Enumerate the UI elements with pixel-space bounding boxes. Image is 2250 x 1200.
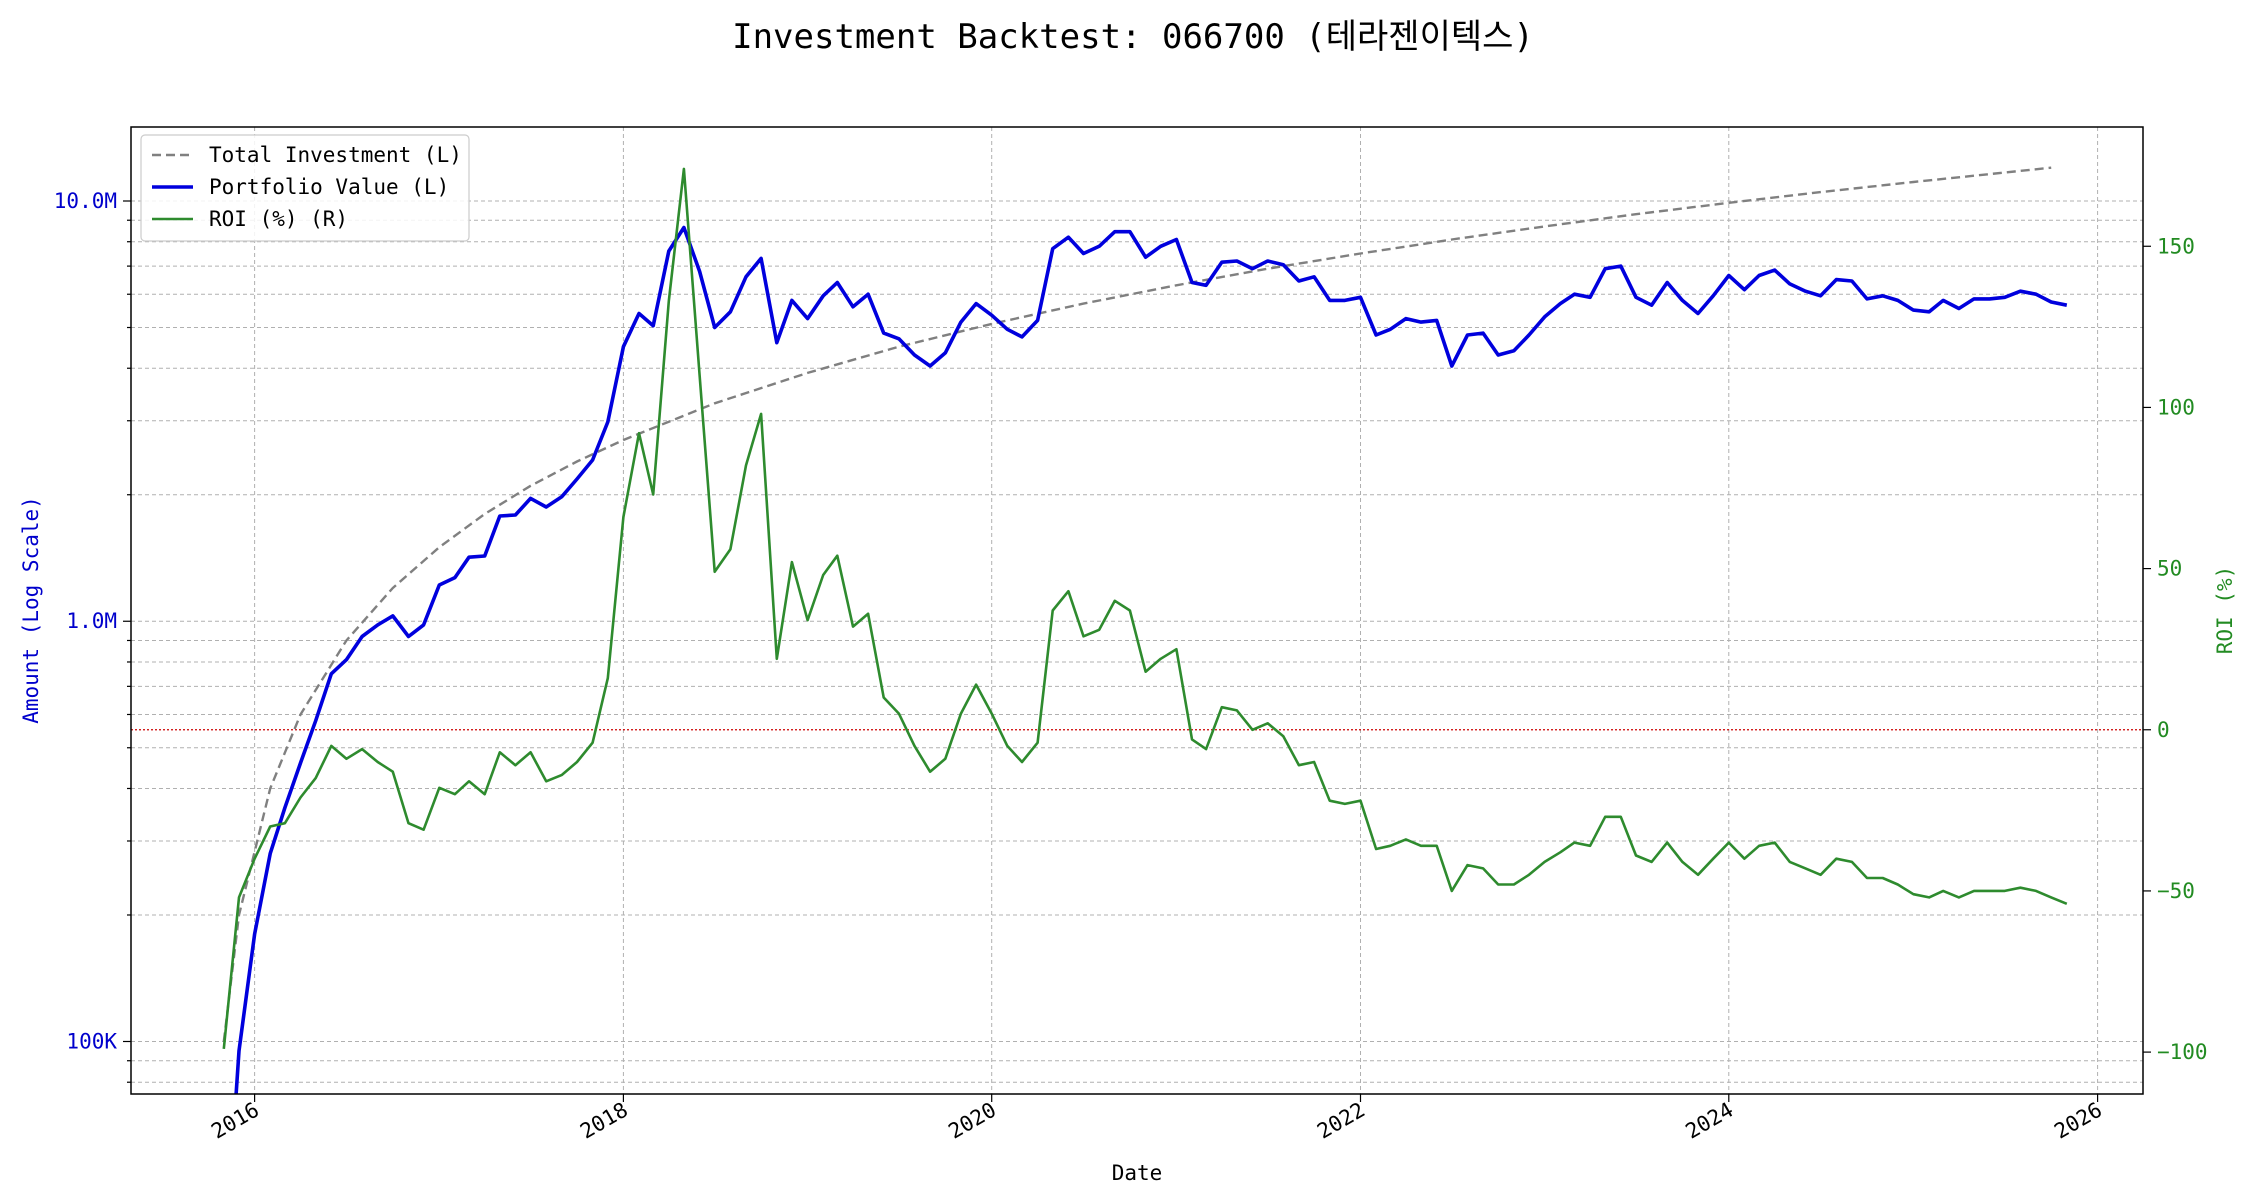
legend-label: Total Investment (L) bbox=[209, 143, 462, 167]
series-line-portfolio-value bbox=[234, 225, 2068, 1094]
x-axis: 2016 2018 2020 2022 2024 2026 bbox=[207, 1094, 2106, 1144]
x-axis-tick-label: 2022 bbox=[1313, 1098, 1369, 1144]
series-layer bbox=[222, 166, 2068, 1094]
right-axis-tick-label: 150 bbox=[2157, 234, 2195, 258]
x-axis-tick-label: 2018 bbox=[576, 1098, 632, 1144]
legend-box bbox=[140, 134, 470, 242]
right-axis-tick-label: 0 bbox=[2157, 718, 2170, 742]
left-axis-tick-label: 100K bbox=[66, 1029, 117, 1053]
left-axis-tick-label: 1.0M bbox=[66, 609, 117, 633]
plot-frame bbox=[130, 126, 2144, 1095]
x-axis-tick-label: 2020 bbox=[944, 1098, 1000, 1144]
grid-layer bbox=[131, 127, 2143, 1094]
right-axis-tick-label: 100 bbox=[2157, 395, 2195, 419]
x-axis-label: Date bbox=[1112, 1161, 1163, 1185]
x-axis-tick-label: 2016 bbox=[207, 1098, 263, 1144]
x-axis-tick-label: 2024 bbox=[1681, 1098, 1737, 1144]
series-line-roi bbox=[222, 167, 2068, 1050]
legend: Total Investment (L) Portfolio Value (L) R… bbox=[140, 134, 470, 242]
left-axis-tick-label: 10.0M bbox=[54, 189, 117, 213]
right-axis-tick-label: −50 bbox=[2157, 879, 2195, 903]
x-axis-tick-label: 2026 bbox=[2050, 1098, 2106, 1144]
right-axis: −100 −50 0 50 100 150 bbox=[2143, 234, 2208, 1064]
legend-label: ROI (%) (R) bbox=[209, 207, 348, 231]
right-axis-tick-label: −100 bbox=[2157, 1040, 2208, 1064]
left-axis-label: Amount (Log Scale) bbox=[19, 496, 43, 724]
legend-label: Portfolio Value (L) bbox=[209, 175, 449, 199]
right-axis-tick-label: 50 bbox=[2157, 557, 2182, 581]
series-line-total-investment bbox=[222, 166, 2052, 1042]
chart-title: Investment Backtest: 066700 (테라젠이텍스) bbox=[732, 17, 1534, 57]
left-axis: 100K 1.0M 10.0M bbox=[54, 189, 131, 1083]
right-axis-label: ROI (%) bbox=[2213, 566, 2237, 655]
